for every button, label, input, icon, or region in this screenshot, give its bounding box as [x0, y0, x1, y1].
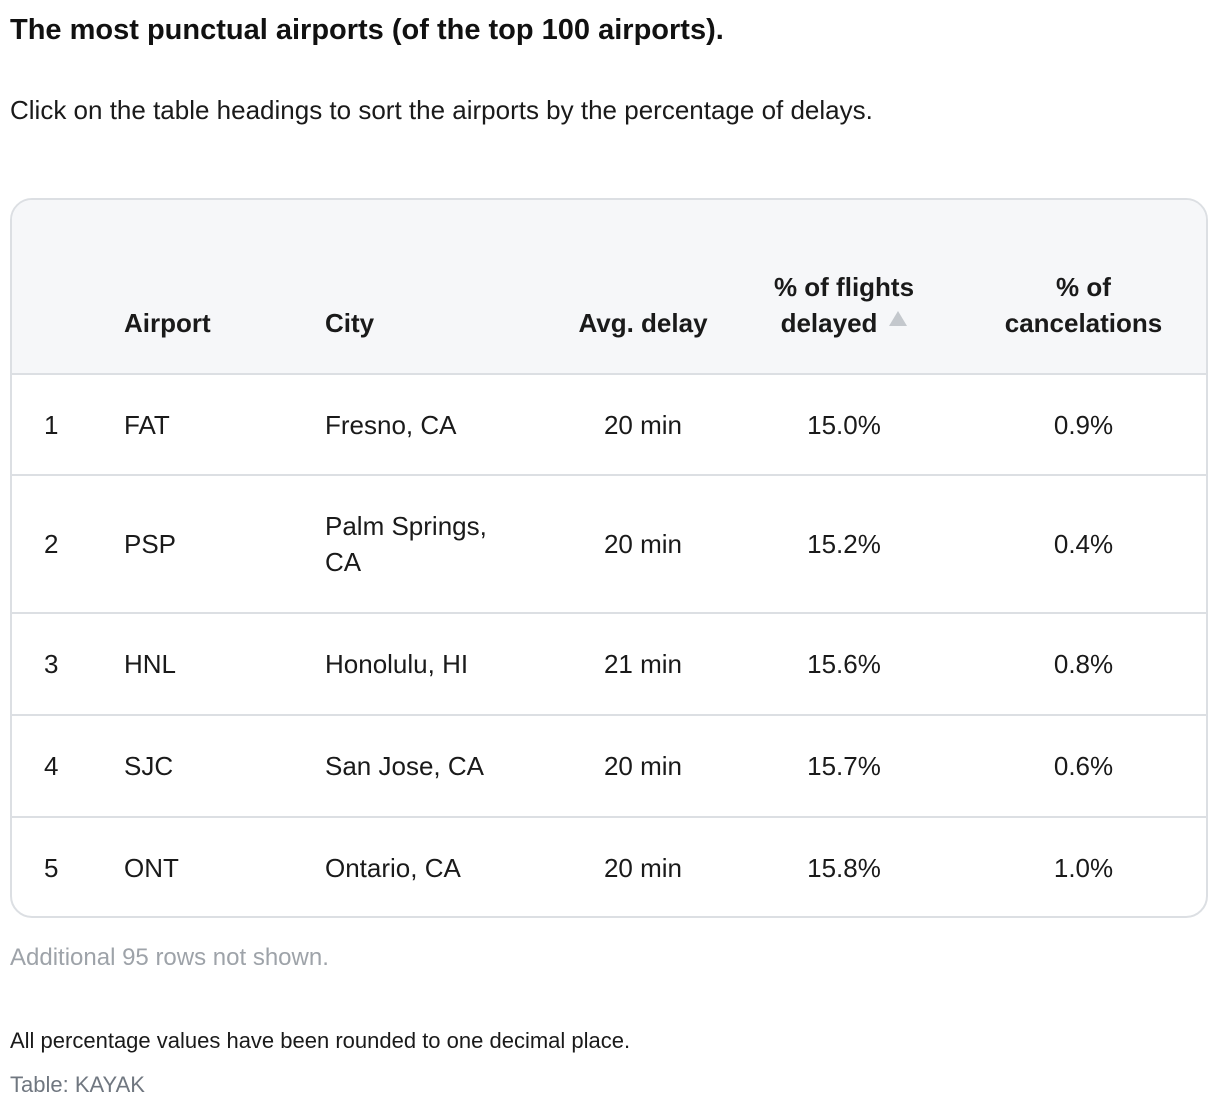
- cell-airport: PSP: [124, 529, 177, 559]
- cell-city: San Jose, CA: [325, 751, 484, 781]
- cell-pct-delayed: 15.0%: [807, 409, 881, 440]
- table-row: 5 ONT Ontario, CA 20 min 15.8% 1.0%: [12, 817, 1206, 916]
- header-pct-delayed-label: % of flights delayed: [773, 272, 915, 338]
- cell-avg-delay: 20 min: [603, 409, 683, 440]
- cell-avg-delay: 20 min: [603, 853, 683, 883]
- cell-pct-delayed: 15.7%: [807, 751, 881, 781]
- header-avg-delay[interactable]: Avg. delay: [578, 308, 708, 338]
- cell-city: Fresno, CA: [325, 409, 457, 440]
- airports-table: Airport City Avg. delay % of flights del…: [10, 198, 1208, 918]
- rounding-footnote: All percentage values have been rounded …: [10, 1028, 631, 1053]
- header-pct-delayed[interactable]: % of flights delayed: [731, 200, 957, 374]
- table-source: Table: KAYAK: [10, 1072, 145, 1097]
- table-row: 4 SJC San Jose, CA 20 min 15.7% 0.6%: [12, 715, 1206, 817]
- cell-airport: FAT: [124, 409, 170, 440]
- cell-city: Honolulu, HI: [325, 649, 469, 679]
- rows-not-shown-note: Additional 95 rows not shown.: [10, 944, 329, 971]
- cell-pct-cancelations: 0.9%: [1053, 409, 1114, 440]
- cell-avg-delay: 21 min: [603, 649, 683, 679]
- header-airport[interactable]: Airport: [124, 308, 211, 338]
- cell-pct-delayed: 15.8%: [807, 853, 881, 883]
- header-rank: [12, 200, 124, 374]
- header-city[interactable]: City: [325, 308, 375, 338]
- table-header-row: Airport City Avg. delay % of flights del…: [12, 200, 1206, 374]
- cell-rank: 1: [44, 409, 59, 440]
- cell-rank: 2: [44, 529, 59, 559]
- cell-pct-cancelations: 1.0%: [1053, 853, 1114, 883]
- cell-rank: 3: [44, 649, 59, 679]
- cell-city: Ontario, CA: [325, 853, 461, 883]
- cell-airport: SJC: [124, 751, 174, 781]
- cell-avg-delay: 20 min: [603, 529, 683, 559]
- table-row: 3 HNL Honolulu, HI 21 min 15.6% 0.8%: [12, 613, 1206, 715]
- cell-airport: HNL: [124, 649, 177, 679]
- airports-data-table: Airport City Avg. delay % of flights del…: [12, 200, 1206, 916]
- page-title: The most punctual airports (of the top 1…: [10, 14, 724, 46]
- cell-city: Palm Springs, CA: [325, 511, 487, 577]
- cell-pct-cancelations: 0.8%: [1053, 649, 1114, 679]
- cell-pct-cancelations: 0.4%: [1053, 529, 1114, 559]
- cell-airport: ONT: [124, 853, 179, 883]
- cell-pct-delayed: 15.6%: [807, 649, 881, 679]
- cell-pct-delayed: 15.2%: [807, 529, 881, 559]
- header-pct-cancelations-label: % of cancelations: [1004, 272, 1163, 338]
- cell-rank: 4: [44, 751, 59, 781]
- sort-ascending-icon[interactable]: [889, 311, 908, 326]
- cell-pct-cancelations: 0.6%: [1053, 751, 1114, 781]
- table-row: 2 PSP Palm Springs, CA 20 min 15.2% 0.4%: [12, 475, 1206, 613]
- header-pct-cancelations[interactable]: % of cancelations: [957, 200, 1206, 374]
- intro-text: Click on the table headings to sort the …: [10, 95, 873, 125]
- cell-avg-delay: 20 min: [603, 751, 683, 781]
- table-row: 1 FAT Fresno, CA 20 min 15.0% 0.9%: [12, 374, 1206, 475]
- cell-rank: 5: [44, 853, 59, 883]
